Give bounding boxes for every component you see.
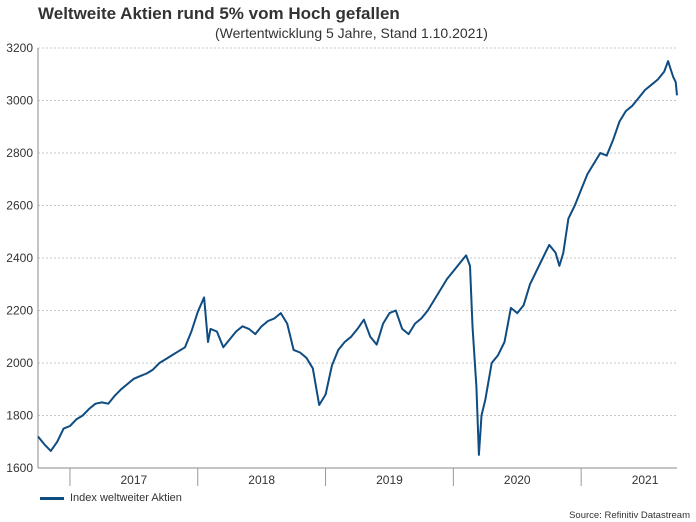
legend-label: Index weltweiter Aktien	[70, 492, 182, 504]
x-tick-label: 2019	[376, 473, 403, 487]
y-tick-label: 2600	[6, 199, 33, 213]
x-tick-label: 2017	[120, 473, 147, 487]
y-tick-label: 3000	[6, 94, 33, 108]
legend-swatch	[40, 496, 64, 500]
series-line	[37, 60, 678, 456]
y-tick-label: 2000	[6, 356, 33, 370]
y-tick-label: 2400	[6, 251, 33, 265]
legend: Index weltweiter Aktien	[40, 492, 182, 504]
x-tick-label: 2018	[248, 473, 275, 487]
chart-subtitle: (Wertentwicklung 5 Jahre, Stand 1.10.202…	[215, 25, 488, 41]
x-tick-label: 2020	[504, 473, 531, 487]
x-tick-label: 2021	[632, 473, 659, 487]
y-tick-label: 3200	[6, 41, 33, 55]
y-tick-label: 1800	[6, 409, 33, 423]
y-tick-label: 1600	[6, 461, 33, 475]
chart-title: Weltweite Aktien rund 5% vom Hoch gefall…	[38, 4, 400, 23]
y-tick-label: 2800	[6, 146, 33, 160]
source-note: Source: Refinitiv Datastream	[569, 510, 690, 521]
y-tick-label: 2200	[6, 304, 33, 318]
